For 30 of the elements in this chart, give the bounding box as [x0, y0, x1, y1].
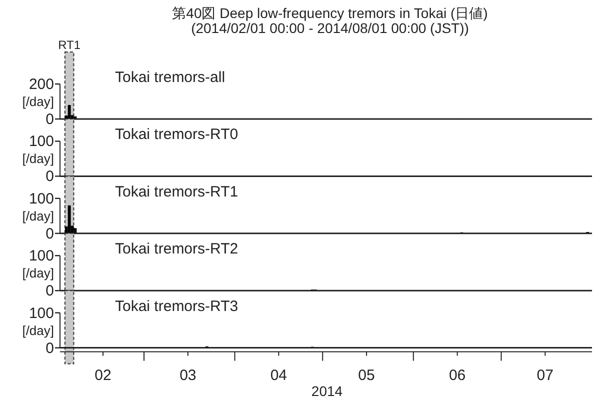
x-axis-title: 2014	[311, 382, 343, 399]
annotation: Tokai tremors-all	[115, 69, 226, 86]
y-tick-label: 0	[46, 111, 54, 128]
y-tick-label: 0	[46, 282, 54, 300]
y-tick-label: 100	[28, 190, 54, 208]
x-tick-label: 05	[358, 366, 375, 384]
x-tick-label: 04	[270, 366, 288, 384]
annotation: Tokai tremors-RT0	[115, 126, 238, 144]
y-axis-title: [/day]	[22, 151, 54, 166]
y-tick-label: 100	[28, 248, 54, 265]
band-label: RT1	[58, 38, 81, 52]
x-tick-label: 03	[180, 366, 196, 384]
y-tick-label: 0	[46, 225, 54, 242]
x-tick-label: 06	[448, 366, 466, 384]
y-tick-label: 100	[28, 304, 54, 322]
x-tick-label: 07	[536, 366, 554, 384]
x-tick-label: 02	[94, 366, 112, 384]
y-tick-label: 100	[28, 133, 54, 150]
y-axis-title: [/day]	[22, 322, 54, 338]
y-tick-label: 200	[28, 76, 54, 93]
chart-subtitle: (2014/02/01 00:00 - 2014/08/01 00:00 (JST))	[191, 20, 469, 36]
annotation: Tokai tremors-RT1	[115, 183, 238, 200]
y-axis-title: [/day]	[22, 208, 54, 224]
y-axis-title: [/day]	[22, 94, 54, 109]
y-tick-label: 0	[46, 168, 54, 186]
chart-title: 第40図 Deep low-frequency tremors in Tokai (日値)	[172, 5, 488, 21]
y-axis-title: [/day]	[22, 266, 54, 281]
annotation: Tokai tremors-RT3	[115, 298, 238, 315]
y-tick-label: 0	[46, 340, 54, 357]
annotation: Tokai tremors-RT2	[115, 240, 238, 258]
